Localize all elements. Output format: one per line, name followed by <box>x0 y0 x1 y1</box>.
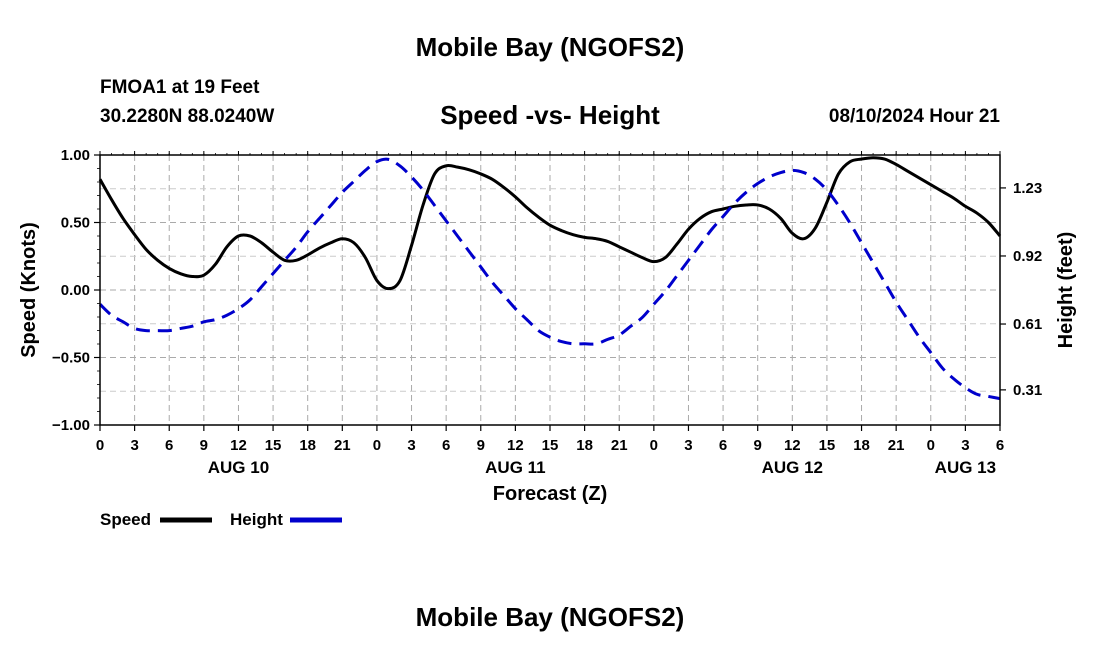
x-axis-label: Forecast (Z) <box>493 483 607 505</box>
x-tick-label: 3 <box>961 437 969 454</box>
x-tick-label: 6 <box>996 437 1004 454</box>
station-label: FMOA1 at 19 Feet <box>100 77 260 98</box>
x-tick-label: 0 <box>927 437 935 454</box>
x-tick-label: 6 <box>442 437 450 454</box>
forecast-timestamp: 08/10/2024 Hour 21 <box>828 106 1000 127</box>
x-tick-label: 6 <box>165 437 173 454</box>
x-tick-label: 9 <box>477 437 485 454</box>
page-title-top: Mobile Bay (NGOFS2) <box>415 32 685 62</box>
x-tick-label: 15 <box>265 437 282 454</box>
x-tick-label: 3 <box>407 437 415 454</box>
x-tick-label: 9 <box>754 437 762 454</box>
x-tick-label: 12 <box>507 437 524 454</box>
x-tick-label: 12 <box>230 437 247 454</box>
x-tick-label: 12 <box>784 437 801 454</box>
x-tick-label: 0 <box>650 437 658 454</box>
y2-tick-label: 0.92 <box>1013 248 1042 265</box>
coordinates-label: 30.2280N 88.0240W <box>100 106 275 127</box>
chart-ticks: 0 3 6 9 12 15 18 21 0 3 6 9 12 15 18 21 0 3 6 9 12 15 18 21 0 3 6A… <box>52 147 1042 477</box>
series-line-speed <box>98 156 1002 291</box>
y-tick-label: −1.00 <box>52 417 90 434</box>
chart-series <box>98 156 1002 401</box>
x-tick-label: 9 <box>200 437 208 454</box>
y2-axis-label: Height (feet) <box>1055 232 1077 349</box>
y-axis-label: Speed (Knots) <box>18 222 40 358</box>
x-tick-label: 21 <box>611 437 628 454</box>
chart-legend: Speed Height <box>100 510 342 529</box>
chart-title: Speed -vs- Height <box>440 100 660 130</box>
y-tick-label: −0.50 <box>52 350 90 367</box>
x-tick-label: 21 <box>888 437 905 454</box>
legend-speed-label: Speed <box>100 510 151 529</box>
date-label: AUG 12 <box>762 458 823 477</box>
date-label: AUG 10 <box>208 458 269 477</box>
date-label: AUG 13 <box>935 458 996 477</box>
x-tick-label: 18 <box>576 437 593 454</box>
x-tick-label: 6 <box>719 437 727 454</box>
chart-grid <box>100 155 1000 425</box>
x-tick-label: 18 <box>299 437 316 454</box>
y2-tick-label: 0.61 <box>1013 316 1042 333</box>
y2-tick-label: 1.23 <box>1013 180 1042 197</box>
x-tick-label: 21 <box>334 437 351 454</box>
date-label: AUG 11 <box>485 458 545 477</box>
x-tick-label: 0 <box>373 437 381 454</box>
y-tick-label: 0.50 <box>61 215 90 232</box>
x-tick-label: 18 <box>853 437 870 454</box>
page-title-bottom: Mobile Bay (NGOFS2) <box>415 602 685 632</box>
chart-labels: Forecast (Z) Speed (Knots) Height (feet) <box>18 222 1077 505</box>
series-line-height <box>98 157 1001 401</box>
legend-height-label: Height <box>230 510 283 529</box>
y2-tick-label: 0.31 <box>1013 382 1042 399</box>
x-tick-label: 3 <box>684 437 692 454</box>
y-tick-label: 1.00 <box>61 147 90 164</box>
x-tick-label: 3 <box>130 437 138 454</box>
x-tick-label: 0 <box>96 437 104 454</box>
x-tick-label: 15 <box>819 437 836 454</box>
y-tick-label: 0.00 <box>61 282 90 299</box>
x-tick-label: 15 <box>542 437 559 454</box>
